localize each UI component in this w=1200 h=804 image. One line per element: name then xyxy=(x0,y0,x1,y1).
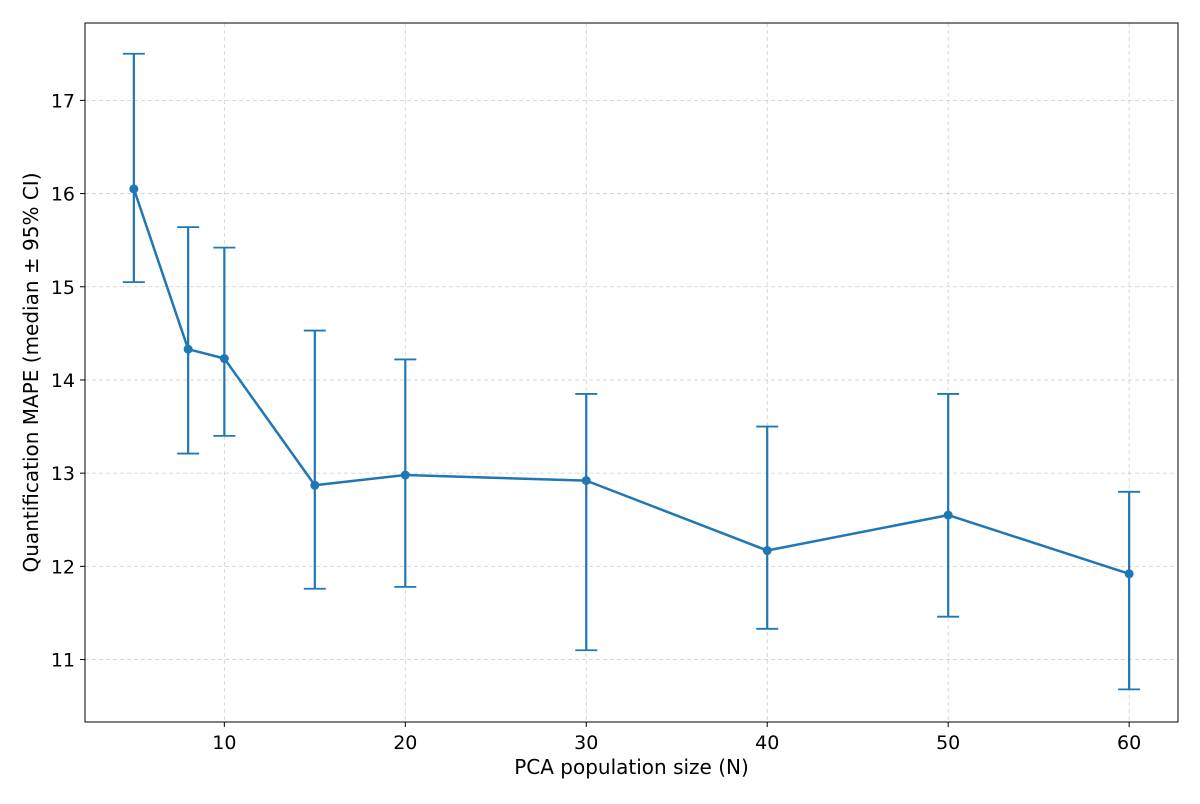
x-tick-label: 40 xyxy=(755,732,779,754)
y-tick-label: 17 xyxy=(51,90,75,112)
x-tick-label: 10 xyxy=(212,732,236,754)
series-layer xyxy=(122,52,1141,691)
y-tick-label: 15 xyxy=(51,277,75,299)
series-line xyxy=(132,188,1130,576)
data-point xyxy=(219,354,229,364)
data-point xyxy=(129,184,139,194)
y-tick-label: 16 xyxy=(51,184,75,206)
y-axis-label: Quantification MAPE (median ± 95% CI) xyxy=(19,173,43,573)
data-point xyxy=(1124,569,1134,579)
data-point xyxy=(400,470,410,480)
x-tick-label: 30 xyxy=(574,732,598,754)
data-point xyxy=(943,510,953,520)
x-tick-label: 50 xyxy=(936,732,960,754)
tick-layer: 10 20 30 40 50 60 11 12 13 14 15 16 17 xyxy=(51,90,1141,754)
y-tick-label: 12 xyxy=(51,556,75,578)
grid-layer xyxy=(85,23,1178,722)
plot-frame xyxy=(84,22,1179,723)
x-tick-label: 20 xyxy=(393,732,417,754)
y-tick-label: 11 xyxy=(51,650,75,672)
data-point xyxy=(581,476,591,486)
x-axis-label: PCA population size (N) xyxy=(514,755,749,779)
x-tick-label: 60 xyxy=(1117,732,1141,754)
data-point xyxy=(183,344,193,354)
y-tick-label: 14 xyxy=(51,370,75,392)
y-tick-label: 13 xyxy=(51,463,75,485)
data-point xyxy=(762,546,772,556)
data-point xyxy=(310,480,320,490)
